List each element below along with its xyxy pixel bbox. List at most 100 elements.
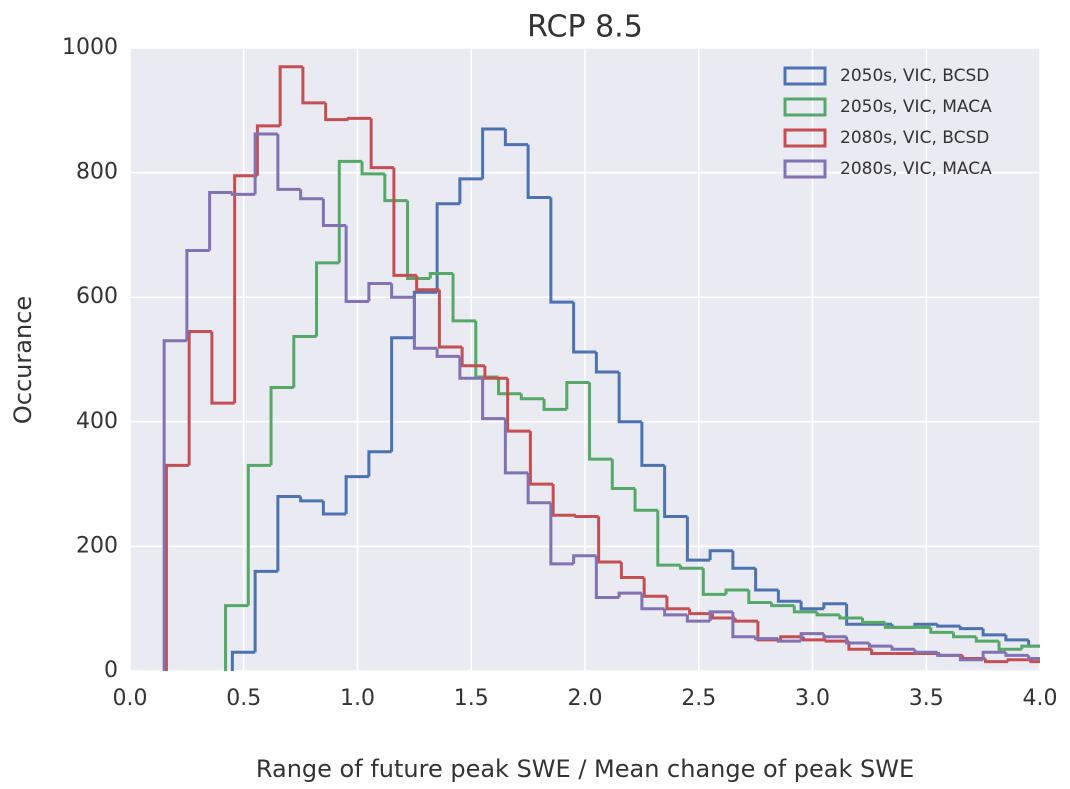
y-tick-label: 400 (76, 409, 118, 434)
histogram-step (367, 281, 392, 302)
histogram-step (1029, 659, 1040, 664)
histogram-step (688, 608, 713, 616)
histogram-step (458, 356, 483, 380)
histogram-step (701, 568, 727, 596)
histogram-step (412, 297, 438, 350)
histogram-step (754, 568, 779, 592)
y-tick-label: 200 (76, 533, 118, 558)
histogram-step (822, 633, 847, 639)
histogram-step (656, 510, 681, 567)
histogram-step (383, 173, 408, 203)
x-tick-label: 2.0 (568, 686, 603, 711)
histogram-step (663, 608, 688, 617)
legend-swatch (783, 97, 827, 117)
histogram-step (981, 650, 1006, 660)
histogram-step (321, 500, 347, 516)
histogram-step (208, 191, 233, 251)
histogram-step (731, 550, 756, 570)
histogram-step (610, 459, 636, 490)
histogram-step (503, 418, 529, 475)
histogram-step (572, 554, 597, 564)
histogram-step (437, 289, 463, 349)
legend-label: 2050s, VIC, BCSD (840, 66, 989, 86)
histogram-step (390, 336, 415, 452)
histogram-step (617, 371, 642, 424)
histogram-step (233, 174, 258, 404)
y-tick-label: 0 (104, 658, 118, 683)
histogram-step (210, 331, 235, 405)
histogram-step (981, 628, 1006, 637)
histogram-step (369, 118, 394, 170)
histogram-step (708, 610, 733, 622)
histogram-step (1004, 634, 1029, 642)
histogram-step (315, 261, 340, 337)
histogram-step (246, 463, 272, 606)
histogram-step (747, 590, 772, 604)
y-tick-label: 1000 (62, 35, 118, 60)
histogram-step (565, 381, 590, 410)
histogram-step (710, 613, 736, 620)
histogram-step (481, 127, 506, 179)
histogram-step (861, 618, 886, 624)
y-tick-label: 800 (76, 160, 118, 185)
histogram-step (594, 352, 620, 374)
legend-swatch (783, 128, 827, 148)
x-tick-label: 1.0 (340, 686, 375, 711)
legend-swatch (783, 159, 827, 179)
histogram-step (770, 602, 795, 608)
histogram-step (1027, 639, 1040, 648)
histogram-step (497, 376, 522, 396)
x-tick-label: 3.0 (795, 686, 830, 711)
histogram-step (776, 590, 802, 603)
histogram-step (731, 611, 756, 639)
histogram-step (337, 159, 363, 263)
histogram-step (997, 641, 1022, 651)
histogram-step (733, 618, 758, 623)
histogram-step (665, 596, 690, 611)
chart-title: RCP 8.5 (527, 10, 643, 45)
histogram-step (526, 144, 551, 200)
x-tick-label: 3.5 (909, 686, 944, 711)
histogram-step (883, 622, 909, 629)
x-axis-label: Range of future peak SWE / Mean change o… (256, 755, 914, 783)
histogram-step (815, 611, 840, 617)
histogram-step (483, 365, 508, 380)
x-tick-label: 2.5 (681, 686, 716, 711)
histogram-step (406, 200, 431, 281)
histogram-step (276, 495, 301, 572)
histogram-step (224, 604, 249, 671)
histogram-step (890, 646, 915, 651)
histogram-step (360, 161, 385, 176)
histogram-step (754, 636, 779, 641)
histogram-step (255, 124, 281, 176)
x-tick-label: 0.0 (113, 686, 148, 711)
histogram-step (708, 549, 733, 561)
x-tick-label: 1.5 (454, 686, 489, 711)
histogram-step (640, 421, 665, 467)
histogram-step (1004, 652, 1029, 657)
histogram-step (633, 488, 658, 512)
y-tick-label: 600 (76, 284, 118, 309)
histogram-step (481, 378, 506, 421)
histogram-step (185, 248, 210, 341)
histogram-step (542, 398, 567, 411)
histogram-step (301, 66, 326, 105)
histogram-step (506, 378, 531, 433)
histogram-step (367, 450, 392, 477)
histogram-step (503, 128, 529, 147)
histogram-step (952, 632, 977, 639)
legend: 2050s, VIC, BCSD 2050s, VIC, MACA 2080s, V… (783, 66, 992, 179)
histogram-step (597, 516, 622, 564)
histogram-step (187, 329, 212, 466)
histogram-step (679, 565, 704, 570)
y-axis-label: Occurance (9, 296, 37, 424)
histogram-step (451, 273, 476, 323)
legend-swatch (783, 66, 827, 86)
histogram-step (549, 502, 574, 566)
histogram-step (549, 197, 574, 304)
histogram-step (292, 334, 317, 388)
histogram-step (640, 593, 665, 611)
histogram-step (460, 347, 485, 368)
grid (129, 47, 1041, 672)
marks (162, 65, 1040, 671)
